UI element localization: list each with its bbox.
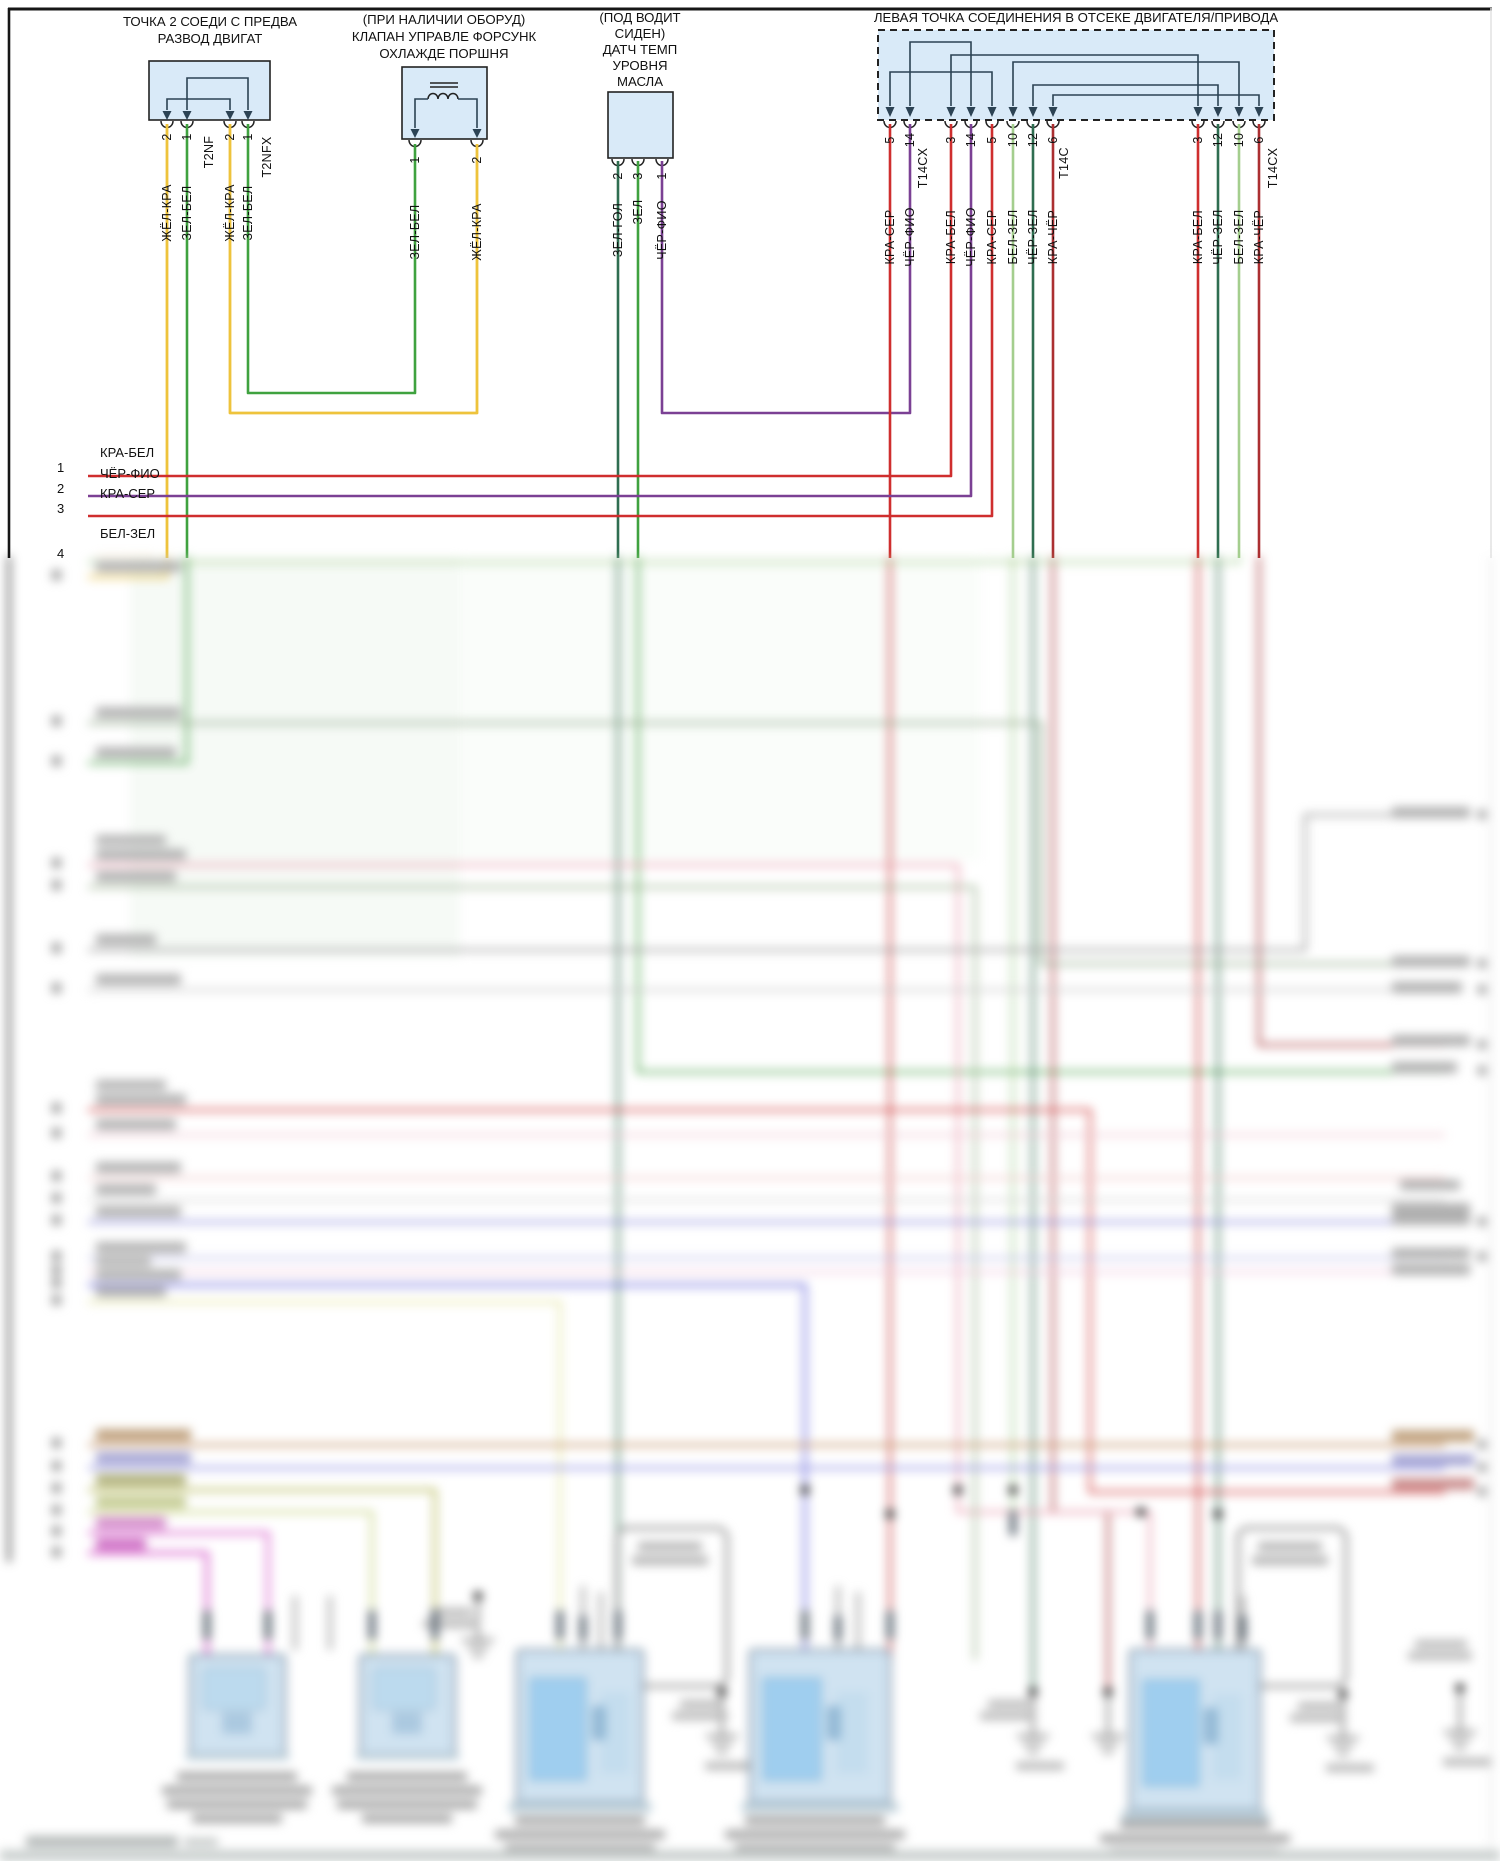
pin-number: 5 xyxy=(985,136,999,144)
oil-sensor-title-line4: УРОВНЯ xyxy=(612,58,668,73)
wire-color-label: ЗЕЛ-БЕЛ xyxy=(241,185,255,241)
wire-color-label: КРА-ЧЁР xyxy=(1046,209,1060,265)
wire-color-label: БЕЛ-ЗЕЛ xyxy=(1006,209,1020,265)
engine-junction-title-line2: РАЗВОД ДВИГАТ xyxy=(157,31,263,46)
row-number: 3 xyxy=(57,501,65,516)
wire-color-label: ЧЁР-ЗЕЛ xyxy=(1211,209,1225,265)
engine-junction-title-line1: ТОЧКА 2 СОЕДИ С ПРЕДВА xyxy=(122,14,298,29)
wire-color-label: ЖЁЛ-КРА xyxy=(160,184,174,242)
piston-valve-title-line3: ОХЛАЖДЕ ПОРШНЯ xyxy=(379,46,509,61)
pin-number: 2 xyxy=(160,133,174,141)
wire-color-label: КРА-СЕР xyxy=(985,209,999,265)
row-wire-label: КРА-БЕЛ xyxy=(100,445,155,460)
pin-number: 3 xyxy=(631,172,645,180)
engine-junction-box xyxy=(148,60,271,129)
oil-sensor-title-line5: МАСЛА xyxy=(616,74,664,89)
wire-color-label: ЗЕЛ-БЕЛ xyxy=(408,204,422,260)
left-junction-box xyxy=(877,29,1275,129)
oil-sensor-title-line3: ДАТЧ ТЕМП xyxy=(602,42,678,57)
connector-group-label: T14CX xyxy=(1266,147,1280,189)
piston-valve-box xyxy=(401,66,488,148)
row-wire-label: ЧЁР-ФИО xyxy=(100,466,160,481)
connector-group-label: T2NF xyxy=(202,135,216,169)
pin-number: 2 xyxy=(470,156,484,164)
connector-group-label: T14CX xyxy=(916,147,930,189)
wire-color-label: ЖЁЛ-КРА xyxy=(470,203,484,261)
pin-number: 6 xyxy=(1046,136,1060,144)
wire-color-label: ЗЕЛ-БЕЛ xyxy=(180,185,194,241)
wire-color-label: ЧЁР-ФИО xyxy=(964,207,978,267)
wire-color-label: КРА-ЧЁР xyxy=(1252,209,1266,265)
sheet-frame xyxy=(7,7,1492,558)
pin-number: 1 xyxy=(180,133,194,141)
wire-color-label: ЗЕЛ xyxy=(631,199,645,225)
pin-number: 2 xyxy=(611,172,625,180)
wire-color-label: БЕЛ-ЗЕЛ xyxy=(1232,209,1246,265)
component-box-large-3 xyxy=(1122,1649,1268,1820)
wire-color-label: ЖЁЛ-КРА xyxy=(223,184,237,242)
pin-number: 2 xyxy=(223,133,237,141)
pin-number: 1 xyxy=(241,133,255,141)
wire-color-label: КРА-БЕЛ xyxy=(944,209,958,265)
wire-color-label: КРА-СЕР xyxy=(883,209,897,265)
pin-number: 12 xyxy=(1026,132,1040,148)
wire-color-label: КРА-БЕЛ xyxy=(1191,209,1205,265)
pin-number: 10 xyxy=(1006,132,1020,148)
component-box-large-1 xyxy=(509,1649,651,1812)
connector-group-label: T2NFX xyxy=(260,136,274,178)
row-number: 4 xyxy=(57,546,65,561)
pin-number: 3 xyxy=(944,136,958,144)
piston-valve-title-line2: КЛАПАН УПРАВЛЕ ФОРСУНК xyxy=(351,29,537,44)
wire-color-label: ЧЁР-ФИО xyxy=(903,207,917,267)
oil-sensor-title-line2: СИДЕН) xyxy=(614,26,666,41)
row-number: 2 xyxy=(57,481,65,496)
blurred-schematic-layer xyxy=(0,556,1500,1861)
pin-number: 10 xyxy=(1232,132,1246,148)
piston-valve-title-line1: (ПРИ НАЛИЧИИ ОБОРУД) xyxy=(362,12,526,27)
row-wire-label: КРА-СЕР xyxy=(100,486,156,501)
pin-number: 14 xyxy=(903,132,917,148)
pin-number: 1 xyxy=(408,156,422,164)
wire-color-label: ЧЁР-ФИО xyxy=(655,200,669,260)
pin-number: 3 xyxy=(1191,136,1205,144)
wire-color-label: ЗЕЛ-ГОЛ xyxy=(611,202,625,258)
oil-sensor-title-line1: (ПОД ВОДИТ xyxy=(599,10,681,25)
connector-group-label: T14C xyxy=(1057,147,1071,179)
oil-sensor-box xyxy=(607,91,674,167)
wires-sharp xyxy=(88,124,1261,558)
row-number: 1 xyxy=(57,460,65,475)
blurred-lower-region xyxy=(0,556,1500,1861)
pin-number: 6 xyxy=(1252,136,1266,144)
pin-number: 5 xyxy=(883,136,897,144)
component-box-small-1 xyxy=(186,1654,289,1760)
component-box-large-2 xyxy=(742,1649,898,1812)
wire-color-label: ЧЁР-ЗЕЛ xyxy=(1026,209,1040,265)
pin-number: 14 xyxy=(964,132,978,148)
pin-number: 1 xyxy=(655,172,669,180)
left-junction-title: ЛЕВАЯ ТОЧКА СОЕДИНЕНИЯ В ОТСЕКЕ ДВИГАТЕЛ… xyxy=(873,10,1279,25)
row-wire-label: БЕЛ-ЗЕЛ xyxy=(100,526,156,541)
component-box-small-2 xyxy=(356,1654,459,1760)
pin-number: 12 xyxy=(1211,132,1225,148)
